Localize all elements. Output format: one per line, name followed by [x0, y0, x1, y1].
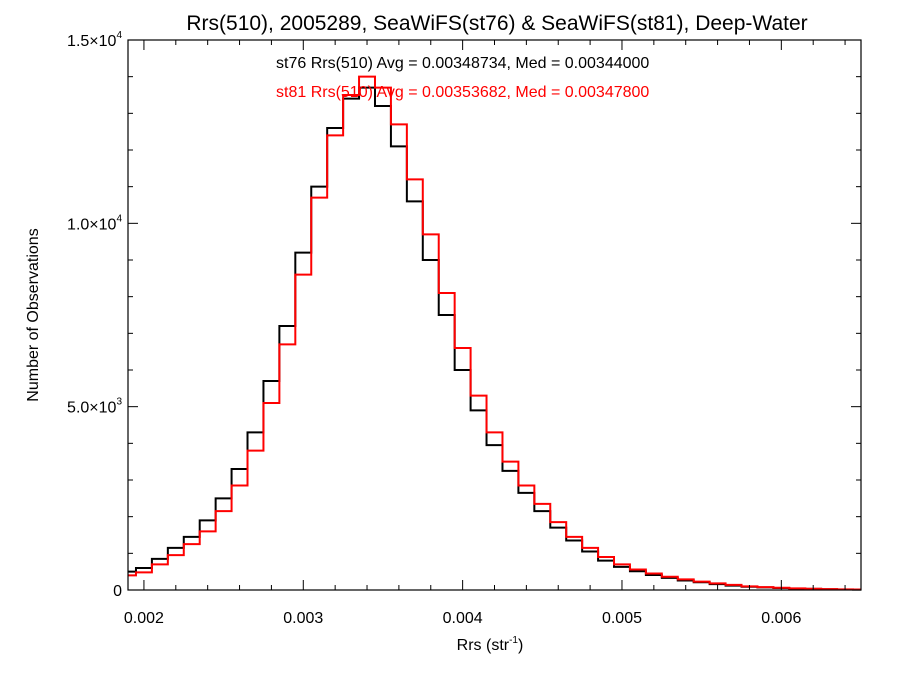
series-line-st81 — [128, 75, 861, 591]
x-tick-label: 0.002 — [124, 610, 164, 627]
y-tick-label: 0 — [113, 583, 122, 600]
x-tick-label: 0.004 — [443, 610, 483, 627]
x-axis-label-base: Rrs (str — [457, 637, 510, 654]
y-tick-label: 1.0×104 — [67, 213, 122, 233]
y-axis-label: Number of Observations — [25, 228, 42, 401]
x-axis-ticks: 0.002 0.003 0.004 0.005 0.006 — [124, 40, 846, 627]
x-axis-label: Rrs (str-1) — [457, 635, 524, 654]
y-tick-label: 1.5×104 — [67, 30, 122, 50]
chart-title: Rrs(510), 2005289, SeaWiFS(st76) & SeaWi… — [186, 12, 807, 35]
x-tick-label: 0.003 — [283, 610, 323, 627]
y-tick-label: 5.0×103 — [67, 397, 122, 417]
annotation-st81: st81 Rrs(510) Avg = 0.00353682, Med = 0.… — [276, 84, 649, 101]
series-line-st76 — [128, 86, 861, 591]
x-tick-label: 0.005 — [602, 610, 642, 627]
y-axis-ticks: 0 5.0×103 1.0×104 1.5×104 — [67, 30, 861, 600]
annotation-st76: st76 Rrs(510) Avg = 0.00348734, Med = 0.… — [276, 55, 649, 72]
x-tick-label: 0.006 — [761, 610, 801, 627]
series-layer — [128, 75, 861, 591]
plot-frame — [127, 39, 862, 591]
x-axis-label-sup: -1 — [509, 635, 518, 646]
x-axis-label-end: ) — [518, 637, 523, 654]
